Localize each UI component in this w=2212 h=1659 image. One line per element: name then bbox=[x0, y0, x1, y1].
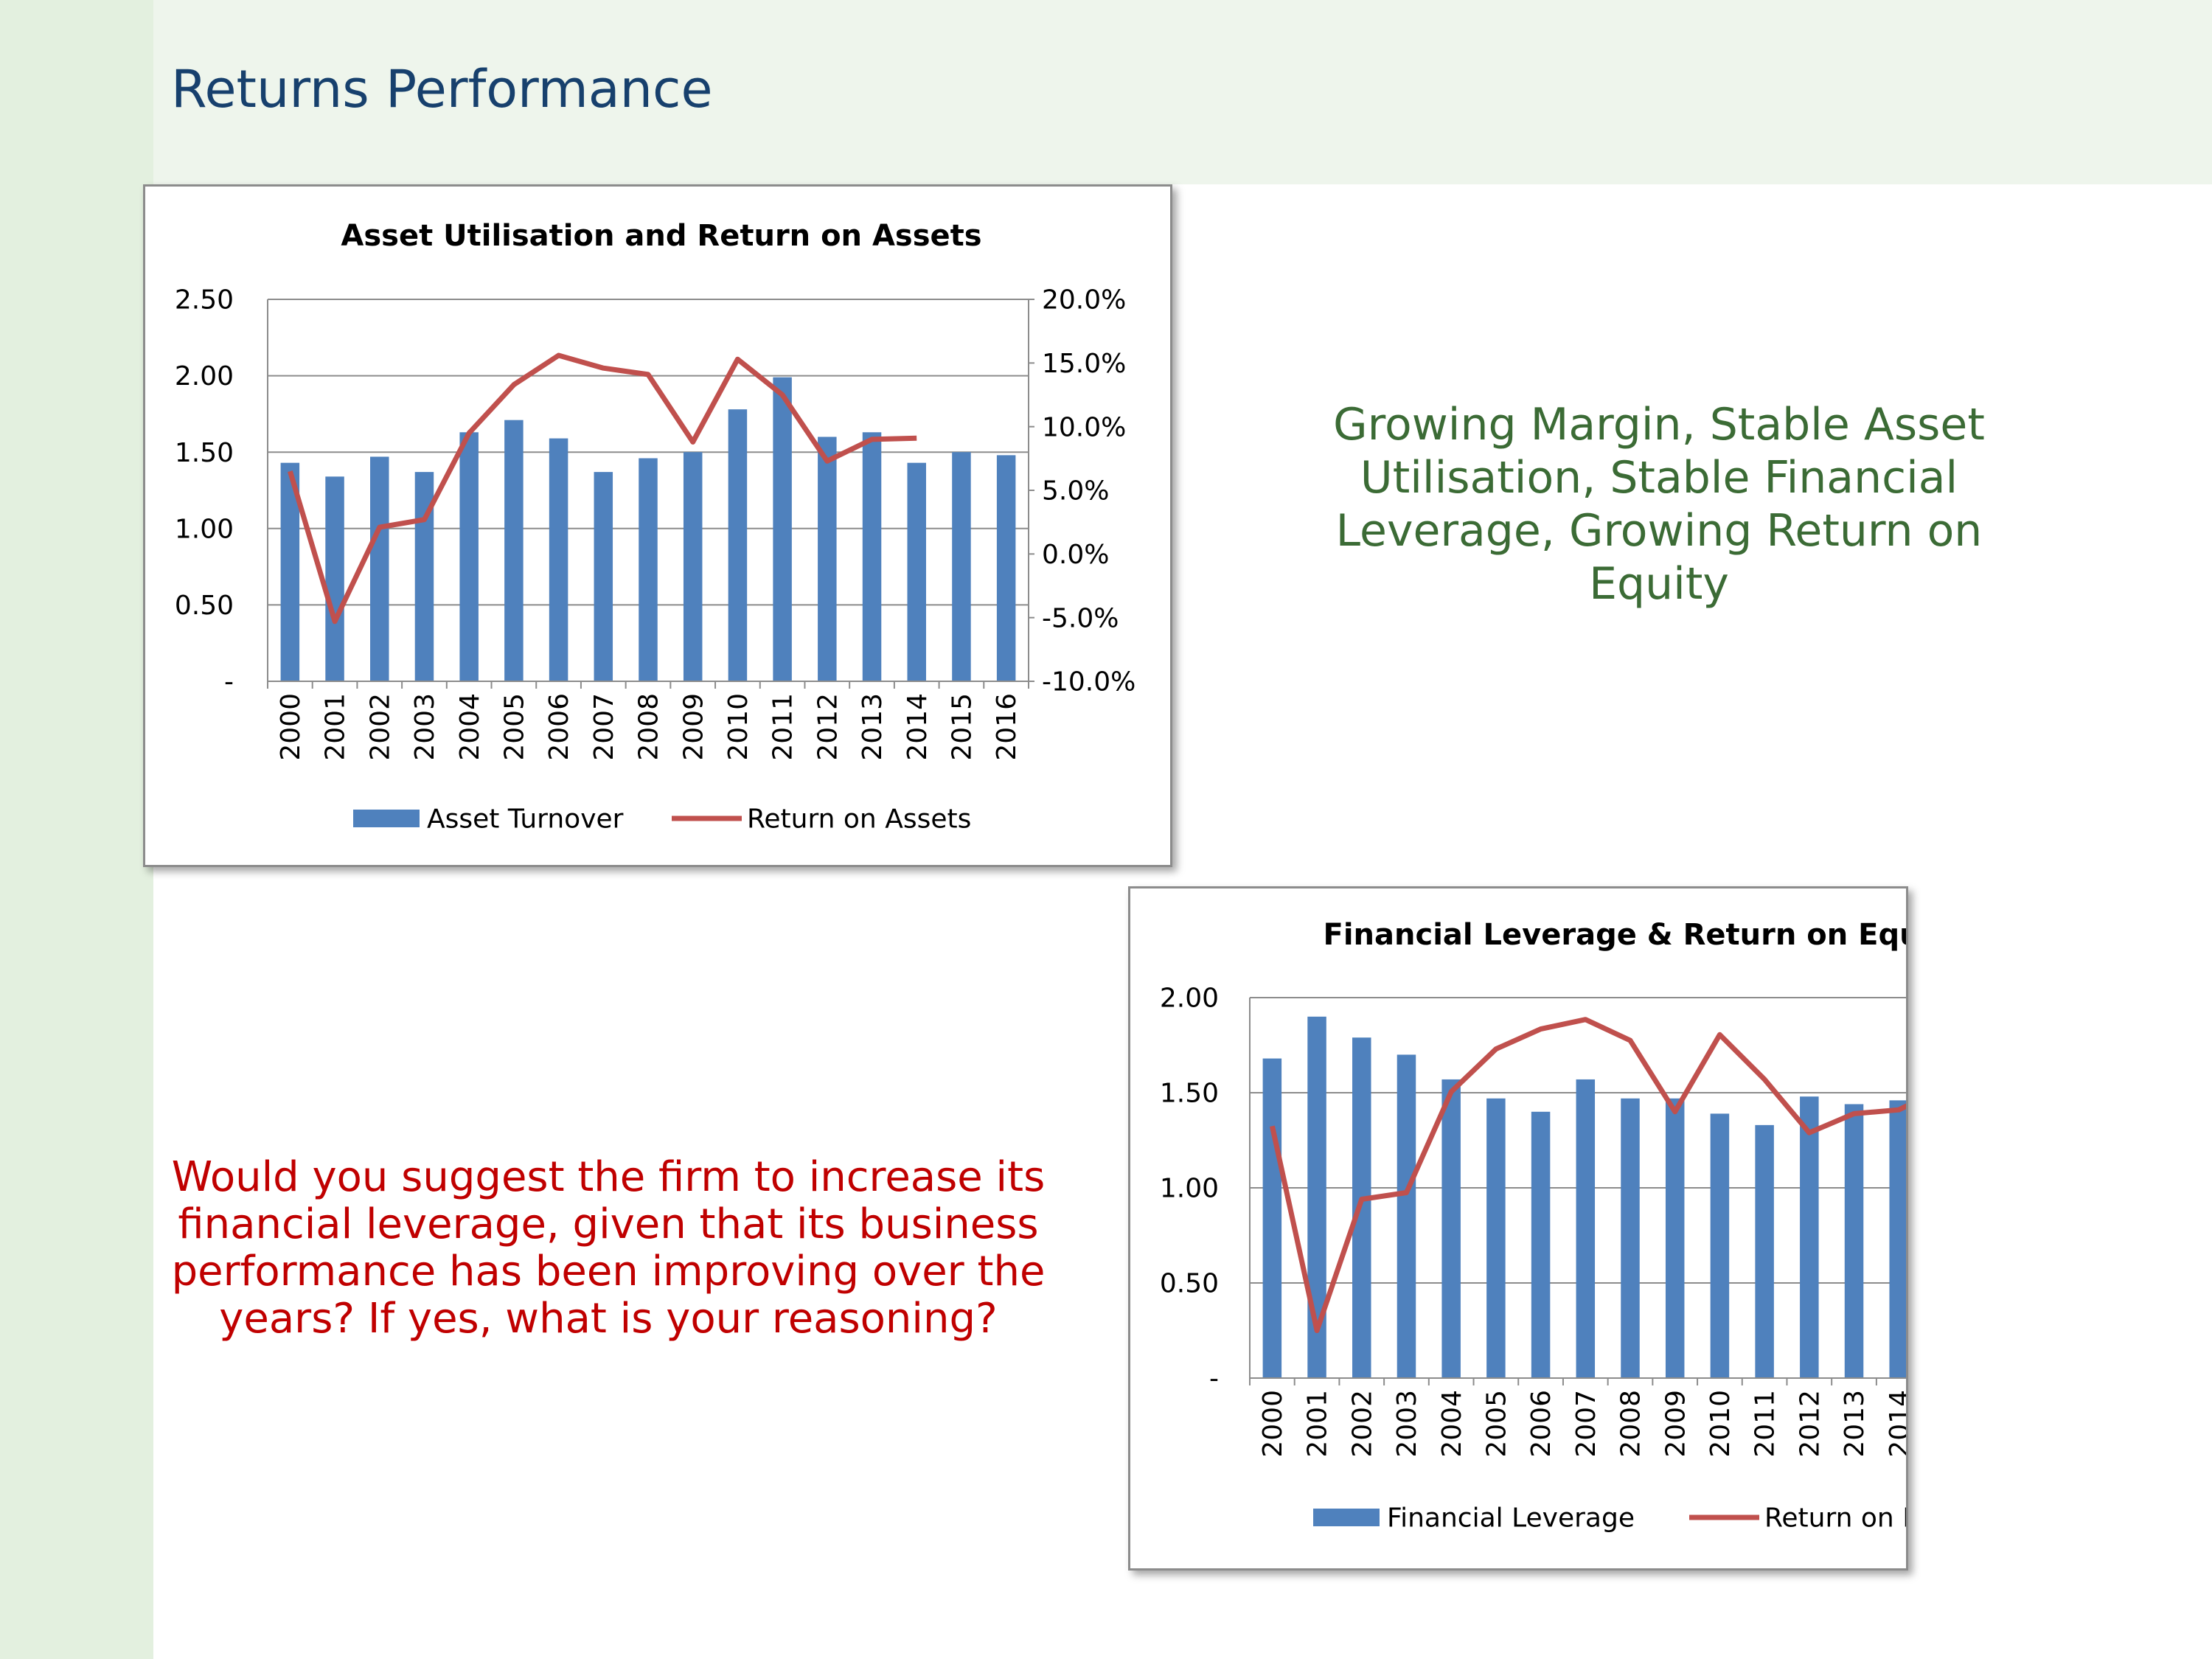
roe-xtick-label: 2013 bbox=[1840, 1390, 1870, 1458]
roe-xtick-label: 2006 bbox=[1526, 1390, 1557, 1458]
roe-xtick-label: 2012 bbox=[1795, 1390, 1825, 1458]
roe-ytick-left: 0.50 bbox=[1160, 1269, 1219, 1299]
roa-bar bbox=[325, 476, 344, 681]
roe-ytick-left: 1.00 bbox=[1160, 1174, 1219, 1204]
roa-ytick-right: 0.0% bbox=[1042, 540, 1109, 570]
roa-bar bbox=[370, 456, 389, 681]
roa-bar bbox=[728, 409, 748, 681]
roe-ytick-left: 2.00 bbox=[1160, 984, 1219, 1014]
roe-bar bbox=[1486, 1098, 1506, 1378]
roa-bar bbox=[504, 420, 524, 681]
roa-bar bbox=[459, 432, 479, 681]
roa-xtick-label: 2001 bbox=[321, 693, 351, 761]
roe-xtick-label: 2000 bbox=[1258, 1390, 1288, 1458]
roa-ytick-left: - bbox=[224, 667, 234, 698]
roe-xtick-label: 2002 bbox=[1347, 1390, 1377, 1458]
roe-xtick-label: 2007 bbox=[1571, 1390, 1601, 1458]
roa-xtick-label: 2000 bbox=[276, 693, 306, 761]
roe-bar bbox=[1576, 1079, 1596, 1378]
roa-line-series bbox=[288, 352, 917, 625]
roa-xtick-label: 2015 bbox=[947, 693, 978, 761]
roa-xtick-label: 2006 bbox=[544, 693, 574, 761]
roe-legend-swatch-bar bbox=[1313, 1509, 1380, 1526]
roa-ytick-left: 2.50 bbox=[175, 285, 234, 316]
roe-bar bbox=[1262, 1058, 1282, 1378]
roe-line-series bbox=[1269, 1017, 1906, 1333]
roa-xtick-label: 2016 bbox=[992, 693, 1022, 761]
side-band bbox=[0, 0, 153, 1659]
roe-xtick-label: 2001 bbox=[1303, 1390, 1333, 1458]
roa-xtick-label: 2004 bbox=[455, 693, 485, 761]
roa-ytick-right: -5.0% bbox=[1042, 603, 1119, 633]
roa-bar bbox=[639, 458, 658, 681]
roa-xtick-label: 2011 bbox=[768, 693, 799, 761]
roa-xtick-label: 2005 bbox=[499, 693, 529, 761]
roa-ytick-right: 15.0% bbox=[1042, 349, 1126, 379]
roe-legend-label-line: Return on Equity bbox=[1764, 1503, 1906, 1534]
roa-bar bbox=[683, 452, 703, 681]
roa-xtick-label: 2014 bbox=[902, 693, 933, 761]
roe-legend-label-bar: Financial Leverage bbox=[1387, 1503, 1635, 1534]
roa-legend-label-line: Return on Assets bbox=[747, 804, 971, 835]
roa-ytick-right: 20.0% bbox=[1042, 285, 1126, 316]
roa-ytick-left: 1.00 bbox=[175, 514, 234, 544]
roe-bar bbox=[1755, 1124, 1774, 1378]
roa-bar bbox=[862, 432, 882, 681]
roa-bar bbox=[996, 455, 1016, 681]
roa-xtick-label: 2003 bbox=[410, 693, 440, 761]
roe-bar bbox=[1441, 1079, 1461, 1378]
roe-bar bbox=[1352, 1037, 1371, 1378]
roa-xtick-label: 2009 bbox=[678, 693, 709, 761]
chart-financial-leverage: Financial Leverage & Return on Equity - 0.… bbox=[1128, 886, 1908, 1571]
roa-xtick-label: 2013 bbox=[858, 693, 888, 761]
roa-xtick-label: 2007 bbox=[589, 693, 619, 761]
roe-xtick-label: 2003 bbox=[1392, 1390, 1422, 1458]
roa-ytick-left: 0.50 bbox=[175, 591, 234, 621]
roe-xtick-label: 2009 bbox=[1660, 1390, 1691, 1458]
roa-ytick-left: 2.00 bbox=[175, 361, 234, 392]
summary-text: Growing Margin, Stable Asset Utilisation… bbox=[1333, 399, 1985, 610]
question-text: Would you suggest the firm to increase i… bbox=[171, 1153, 1046, 1343]
roa-ytick-left: 1.50 bbox=[175, 438, 234, 468]
roa-xtick-label: 2010 bbox=[723, 693, 754, 761]
roe-xtick-label: 2008 bbox=[1616, 1390, 1646, 1458]
roa-bar bbox=[773, 377, 792, 681]
roe-xtick-label: 2004 bbox=[1437, 1390, 1467, 1458]
roe-title: Financial Leverage & Return on Equity bbox=[1324, 918, 1906, 952]
roa-xtick-label: 2002 bbox=[365, 693, 395, 761]
roa-bar bbox=[907, 462, 926, 681]
roe-ytick-left: - bbox=[1209, 1364, 1219, 1394]
roe-bar bbox=[1397, 1054, 1416, 1378]
roe-xtick-label: 2010 bbox=[1705, 1390, 1736, 1458]
header-band bbox=[153, 0, 2212, 184]
slide-title: Returns Performance bbox=[171, 59, 713, 119]
roe-xtick-label: 2011 bbox=[1750, 1390, 1781, 1458]
roa-legend-swatch-bar bbox=[353, 810, 420, 827]
roa-ytick-right: 10.0% bbox=[1042, 412, 1126, 442]
roa-xtick-label: 2008 bbox=[634, 693, 664, 761]
roe-bar bbox=[1889, 1100, 1906, 1378]
roe-bar bbox=[1531, 1111, 1551, 1378]
roe-xtick-label: 2014 bbox=[1885, 1390, 1906, 1458]
roe-ytick-left: 1.50 bbox=[1160, 1079, 1219, 1109]
roa-bar bbox=[594, 472, 613, 681]
roa-ytick-right: 5.0% bbox=[1042, 476, 1109, 507]
roa-bar bbox=[818, 437, 837, 681]
chart-asset-utilisation: Asset Utilisation and Return on Assets - 0… bbox=[143, 184, 1172, 867]
roa-xtick-label: 2012 bbox=[813, 693, 843, 761]
roa-legend-label-bar: Asset Turnover bbox=[427, 804, 624, 835]
chart-asset-utilisation-svg: Asset Utilisation and Return on Assets - 0… bbox=[175, 219, 1136, 835]
roe-xtick-label: 2005 bbox=[1481, 1390, 1512, 1458]
roe-bar bbox=[1844, 1104, 1864, 1378]
roa-bar bbox=[549, 438, 568, 681]
chart-financial-leverage-svg: Financial Leverage & Return on Equity - 0.… bbox=[1160, 918, 1906, 1534]
roa-ytick-right: -10.0% bbox=[1042, 667, 1135, 698]
roa-bar bbox=[952, 452, 971, 681]
roe-bar bbox=[1621, 1098, 1640, 1378]
roe-bar bbox=[1800, 1096, 1819, 1378]
roe-bar bbox=[1710, 1113, 1730, 1378]
roa-title: Asset Utilisation and Return on Assets bbox=[341, 219, 981, 253]
roe-bar bbox=[1665, 1098, 1685, 1378]
